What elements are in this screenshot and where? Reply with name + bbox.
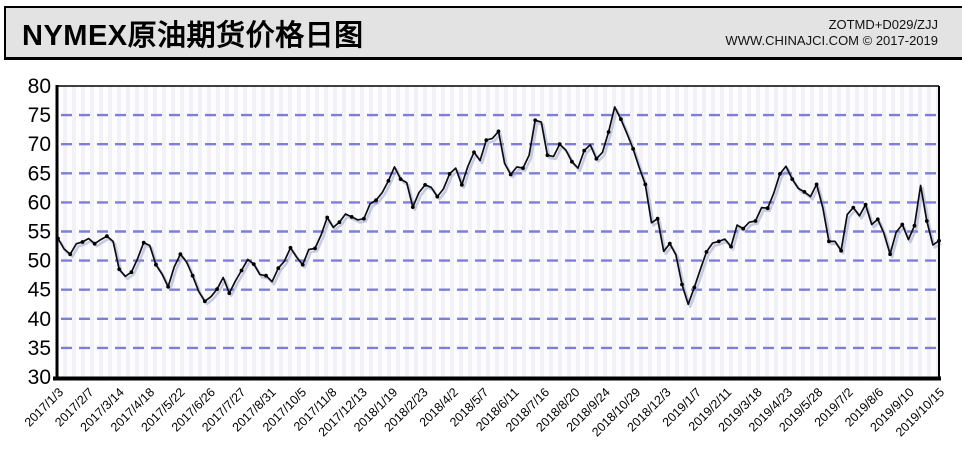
svg-text:80: 80 [28,75,51,98]
svg-text:50: 50 [28,250,51,273]
svg-text:35: 35 [28,337,51,360]
svg-text:45: 45 [28,279,51,302]
svg-text:40: 40 [28,308,51,331]
product-code: ZOTMD+D029/ZJJ [828,16,938,32]
credit-block: ZOTMD+D029/ZJJ WWW.CHINAJCI.COM © 2017-2… [725,17,962,49]
svg-text:55: 55 [28,221,51,244]
svg-text:30: 30 [28,366,51,389]
title-bar: NYMEX原油期货价格日图 ZOTMD+D029/ZJJ WWW.CHINAJC… [4,6,962,60]
svg-text:65: 65 [28,162,51,185]
site-credit: WWW.CHINAJCI.COM © 2017-2019 [725,32,938,48]
svg-text:70: 70 [28,133,51,156]
chart-title: NYMEX原油期货价格日图 [22,19,364,52]
svg-text:75: 75 [28,104,51,127]
svg-text:60: 60 [28,191,51,214]
